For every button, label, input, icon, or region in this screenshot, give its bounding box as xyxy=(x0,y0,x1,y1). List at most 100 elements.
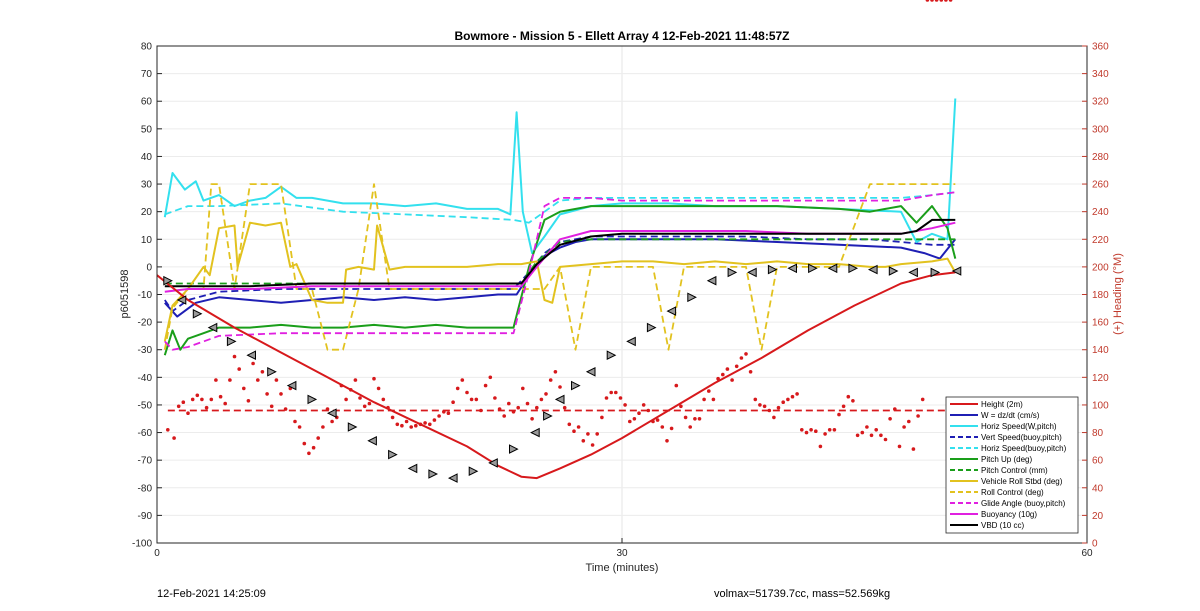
heading-point xyxy=(223,401,227,406)
y2-tick-label: 120 xyxy=(1092,373,1109,384)
heading-point xyxy=(883,437,888,442)
glider-stats: volmax=51739.7cc, mass=52.569kg xyxy=(714,588,891,600)
y-tick-label: 80 xyxy=(141,42,153,53)
x-axis-label: Time (minutes) xyxy=(586,562,659,574)
heading-point xyxy=(874,428,878,432)
heading-point xyxy=(567,422,572,427)
y2-tick-label: 300 xyxy=(1092,124,1109,135)
heading-point xyxy=(930,0,934,2)
y-tick-label: 30 xyxy=(141,180,153,191)
heading-point xyxy=(595,432,599,436)
direction-marker xyxy=(307,394,318,405)
direction-marker xyxy=(428,469,439,479)
heading-point xyxy=(916,414,920,418)
y-tick-label: 60 xyxy=(141,97,153,108)
direction-marker xyxy=(367,435,377,446)
legend-box xyxy=(945,396,1079,534)
heading-point xyxy=(516,405,520,410)
heading-point xyxy=(544,392,548,396)
y2-tick-label: 100 xyxy=(1092,400,1109,411)
y-tick-label: 70 xyxy=(141,69,153,80)
direction-marker xyxy=(468,466,479,477)
heading-point xyxy=(734,364,739,369)
heading-point xyxy=(274,378,279,382)
x-tick-label: 60 xyxy=(1081,548,1093,559)
heading-point xyxy=(818,444,823,449)
direction-marker xyxy=(951,266,962,276)
y2-tick-label: 60 xyxy=(1092,456,1104,467)
direction-markers xyxy=(163,263,962,483)
heading-point xyxy=(660,425,665,429)
y2-tick-label: 20 xyxy=(1092,511,1104,522)
heading-point xyxy=(437,414,441,418)
legend-label-pitch-control-mm: Pitch Control (mm) xyxy=(981,466,1048,475)
direction-marker xyxy=(585,366,596,377)
heading-point xyxy=(707,389,711,393)
direction-marker xyxy=(626,336,636,347)
y2-tick-label: 260 xyxy=(1092,180,1109,191)
heading-point xyxy=(772,415,776,420)
heading-point xyxy=(934,0,939,2)
heading-point xyxy=(702,397,706,402)
heading-point xyxy=(255,378,260,382)
heading-point xyxy=(358,396,362,400)
heading-point xyxy=(474,397,479,402)
heading-layer xyxy=(166,0,963,456)
direction-marker xyxy=(326,408,337,419)
heading-point xyxy=(479,408,483,413)
direction-marker xyxy=(488,458,498,468)
heading-point xyxy=(535,405,539,410)
heading-point xyxy=(195,393,200,398)
y-tick-label: 50 xyxy=(141,124,153,135)
direction-marker xyxy=(509,444,519,454)
heading-point xyxy=(814,429,818,434)
heading-point xyxy=(628,419,632,424)
heading-point xyxy=(669,426,674,431)
series-vehicle-roll-stbd-deg xyxy=(163,221,957,342)
direction-marker xyxy=(571,380,581,391)
heading-point xyxy=(372,376,376,381)
heading-point xyxy=(609,390,613,395)
heading-point xyxy=(190,397,195,402)
y2-tick-label: 40 xyxy=(1092,483,1104,494)
y2-tick-label: 200 xyxy=(1092,262,1109,273)
direction-marker xyxy=(908,267,918,278)
heading-point xyxy=(618,396,623,400)
direction-marker xyxy=(646,322,657,333)
heading-point xyxy=(521,386,525,391)
heading-point xyxy=(693,417,697,421)
heading-point xyxy=(181,400,186,405)
heading-point xyxy=(525,401,530,406)
legend-label-horiz-speed-buoy-pitch: Horiz Speed(buoy,pitch) xyxy=(981,444,1067,453)
direction-marker xyxy=(543,411,553,421)
y-tick-label: -30 xyxy=(138,345,153,356)
y2-tick-label: 140 xyxy=(1092,345,1109,356)
heading-point xyxy=(446,411,451,416)
y-axis-label: p6051598 xyxy=(119,270,131,319)
direction-marker xyxy=(530,427,540,438)
y-tick-label: -40 xyxy=(138,373,153,384)
direction-marker xyxy=(163,275,173,286)
legend-label-horiz-speed-w-pitch: Horiz Speed(W,pitch) xyxy=(981,422,1057,431)
series-horiz-speed-buoy-pitch xyxy=(164,191,956,224)
heading-point xyxy=(925,0,930,2)
x-tick-label: 30 xyxy=(616,548,628,559)
heading-point xyxy=(846,394,851,399)
y-tick-label: -20 xyxy=(138,318,153,329)
heading-point xyxy=(800,428,804,432)
heading-point xyxy=(827,428,832,432)
heading-point xyxy=(218,394,223,399)
heading-point xyxy=(748,370,753,374)
heading-point xyxy=(502,414,507,418)
heading-point xyxy=(944,0,948,2)
heading-point xyxy=(562,405,567,410)
heading-point xyxy=(586,432,590,436)
heading-point xyxy=(572,429,576,434)
direction-marker xyxy=(407,463,418,474)
heading-point xyxy=(804,430,809,435)
heading-point xyxy=(186,411,190,416)
heading-point xyxy=(637,411,641,416)
heading-point xyxy=(786,397,790,402)
heading-point xyxy=(590,443,595,447)
heading-point xyxy=(920,397,925,402)
